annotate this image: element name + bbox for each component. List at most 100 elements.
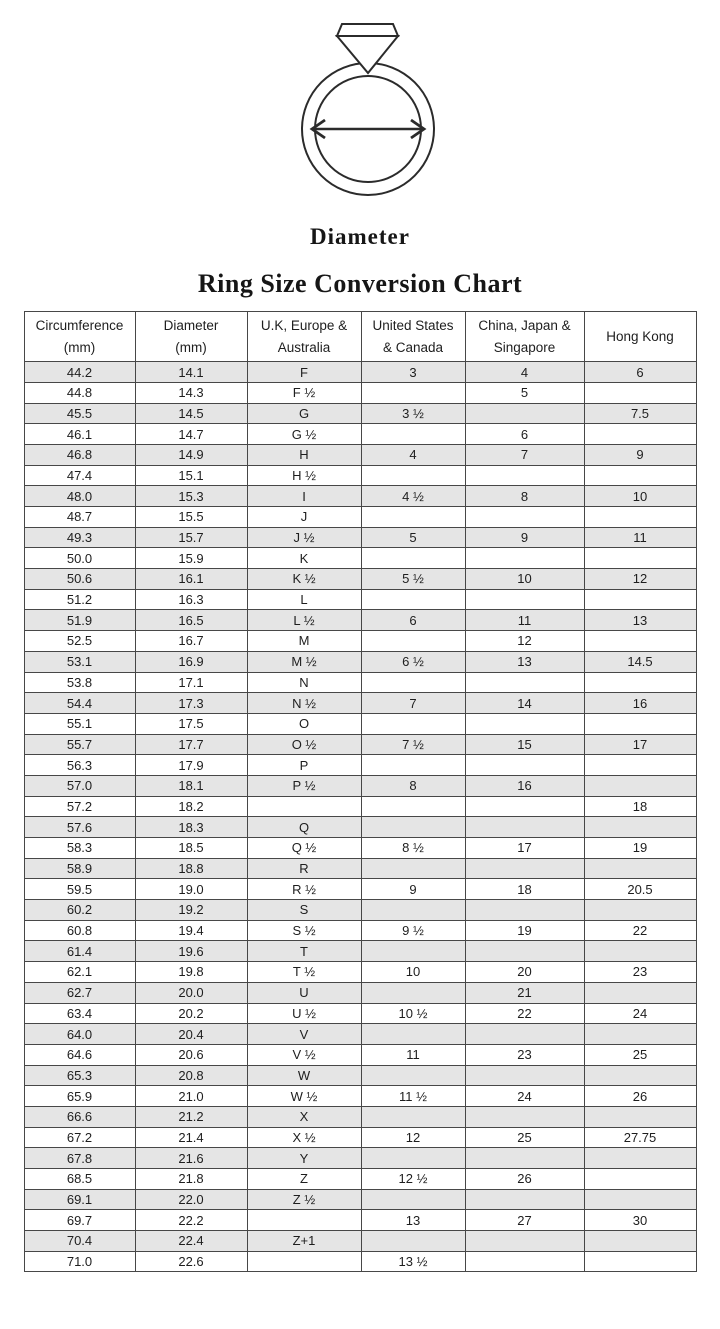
table-cell [583,464,697,487]
table-cell: R ½ [246,878,362,901]
table-cell: 14 [464,692,585,714]
table-cell: 23 [464,1043,585,1066]
table-cell: 30 [583,1209,697,1232]
table-row: 64.0 20.4 V [23,1023,697,1045]
table-row: 49.3 15.7 J ½ 5 9 11 [23,526,697,549]
table-cell: 56.3 [23,754,136,776]
table-cell: 16 [464,774,585,797]
table-cell: Q [246,816,362,838]
table-cell [360,1105,466,1128]
table-cell [464,1250,585,1273]
table-cell: 57.6 [23,816,136,838]
table-cell: 14.5 [583,650,697,673]
table-row: 45.5 14.5 G 3 ½ 7.5 [23,402,697,425]
table-cell: 48.0 [23,485,136,507]
table-cell: 7 ½ [360,733,466,756]
table-cell: 14.5 [134,402,248,425]
table-row: 65.9 21.0 W ½ 11 ½ 24 26 [23,1085,697,1107]
column-header-hong-kong: Hong Kong [583,310,697,363]
table-row: 67.2 21.4 X ½ 12 25 27.75 [23,1126,697,1149]
table-cell [360,381,466,404]
table-cell: 26 [583,1085,697,1107]
table-cell: N [246,671,362,694]
table-cell: L [246,588,362,611]
table-cell: Y [246,1147,362,1169]
table-cell: 60.8 [23,919,136,942]
table-cell: 64.6 [23,1043,136,1066]
table-row: 54.4 17.3 N ½ 7 14 16 [23,692,697,714]
table-cell: T ½ [246,961,362,983]
table-row: 66.6 21.2 X [23,1105,697,1128]
page-title: Ring Size Conversion Chart [197,269,523,298]
table-cell: 27.75 [583,1126,697,1149]
table-cell [360,506,466,528]
table-cell: 15.9 [134,547,248,570]
table-cell: 21.8 [134,1168,248,1190]
table-cell [583,816,697,838]
table-cell [464,464,585,487]
diameter-arrowhead-left-icon [309,118,326,140]
table-cell [464,857,585,880]
table-cell: 23 [583,961,697,983]
conversion-table-body: 44.2 14.1 F 3 4 6 44.8 14.3 F ½ 5 45.5 14.5 G 3 ½ 7.5 4… [23,361,697,1273]
table-cell: 10 [464,568,585,590]
table-row: 69.7 22.2 13 27 30 [23,1209,697,1232]
table-cell: 17.7 [134,733,248,756]
table-cell: 50.0 [23,547,136,570]
table-cell: 15.5 [134,506,248,528]
table-cell [583,712,697,735]
table-cell: 12 ½ [360,1168,466,1190]
table-cell [360,547,466,570]
table-cell [583,774,697,797]
table-cell: 19 [464,919,585,942]
table-cell: 21.6 [134,1147,248,1169]
table-cell: N ½ [246,692,362,714]
table-cell [583,940,697,963]
table-row: 58.9 18.8 R [23,857,697,880]
table-cell: 25 [583,1043,697,1066]
diameter-caption: Diameter [310,224,410,249]
table-cell: 15.3 [134,485,248,507]
table-cell: 18 [583,795,697,818]
table-cell: 7 [360,692,466,714]
table-cell [360,588,466,611]
column-header-diameter: Diameter (mm) [134,310,248,363]
table-cell: 8 [360,774,466,797]
table-cell: H [246,443,362,466]
diamond-crown-icon [335,23,400,37]
table-cell: 3 ½ [360,402,466,425]
table-cell: 11 [360,1043,466,1066]
table-cell: 20.0 [134,981,248,1004]
table-cell: 57.2 [23,795,136,818]
table-cell: I [246,485,362,507]
table-cell: 67.8 [23,1147,136,1169]
table-row: 60.2 19.2 S [23,899,697,921]
table-row: 71.0 22.6 13 ½ [23,1250,697,1273]
table-cell: 51.2 [23,588,136,611]
table-cell [464,547,585,570]
table-cell: 45.5 [23,402,136,425]
table-row: 53.8 17.1 N [23,671,697,694]
table-row: 46.1 14.7 G ½ 6 [23,423,697,445]
diamond-pavilion-icon [334,35,401,75]
table-cell [464,671,585,694]
table-cell: 46.8 [23,443,136,466]
table-cell: 20.2 [134,1002,248,1025]
ring-size-conversion-table: Circumference (mm) Diameter (mm) U.K, Eu… [23,310,697,1273]
table-cell: 50.6 [23,568,136,590]
table-row: 59.5 19.0 R ½ 9 18 20.5 [23,878,697,901]
table-row: 57.0 18.1 P ½ 8 16 [23,774,697,797]
table-cell: 10 [360,961,466,983]
table-cell: 12 [464,630,585,652]
table-cell [360,981,466,1004]
table-cell: 18.8 [134,857,248,880]
table-cell: 13 ½ [360,1250,466,1273]
table-cell [464,402,585,425]
table-cell [360,464,466,487]
table-cell [246,1250,362,1273]
table-cell [583,547,697,570]
table-row: 61.4 19.6 T [23,940,697,963]
table-row: 57.6 18.3 Q [23,816,697,838]
